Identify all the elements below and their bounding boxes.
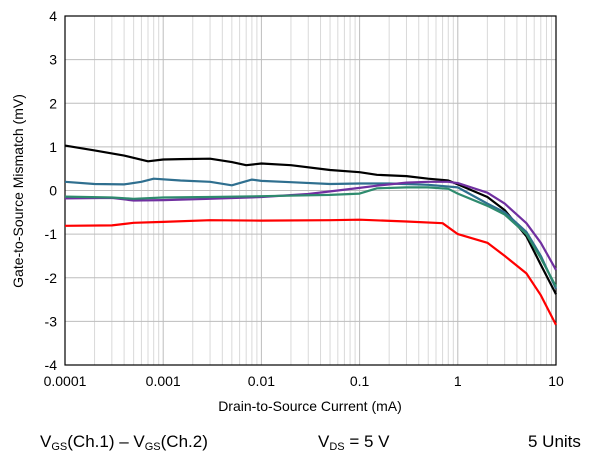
y-tick-label: -2 [45, 270, 58, 286]
series-layer [64, 144, 557, 326]
x-tick-label: 1 [454, 373, 462, 389]
y-tick-label: 3 [49, 52, 57, 68]
y-tick-label: -1 [45, 226, 58, 242]
x-tick-label: 10 [548, 373, 564, 389]
series-line-2 [64, 177, 557, 290]
x-tick-label: 0.01 [248, 373, 275, 389]
series-line-5 [64, 218, 557, 326]
y-tick-label: 4 [49, 8, 57, 24]
series-line-3 [64, 180, 557, 271]
y-tick-label: -3 [45, 313, 58, 329]
footer-formula: VGS(Ch.1) – VGS(Ch.2) [40, 432, 208, 453]
series-line-1 [64, 144, 557, 295]
y-tick-label: 1 [49, 139, 57, 155]
y-axis-label: Gate-to-Source Mismatch (mV) [10, 94, 26, 288]
x-tick-label: 0.0001 [44, 373, 87, 389]
plot-area [64, 15, 557, 366]
x-tick-label: 0.1 [350, 373, 370, 389]
series-line-4 [64, 186, 557, 288]
x-axis-label: Drain-to-Source Current (mA) [218, 398, 402, 414]
y-tick-label: 2 [49, 95, 57, 111]
y-tick-label: 0 [49, 183, 57, 199]
x-tick-label: 0.001 [146, 373, 181, 389]
footer-units: 5 Units [528, 432, 581, 451]
plot-frame [64, 15, 557, 366]
y-tick-label: -4 [45, 357, 58, 373]
footer-condition: VDS = 5 V [318, 432, 390, 453]
